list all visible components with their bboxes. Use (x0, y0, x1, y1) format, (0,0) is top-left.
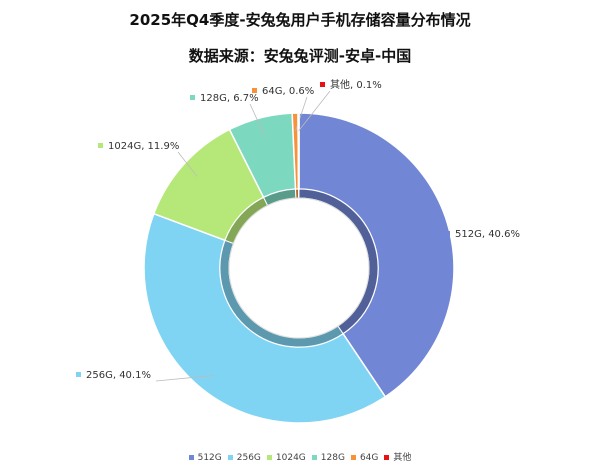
data-label-64G: 64G, 0.6% (262, 86, 314, 97)
chart-subtitle: 数据来源：安兔兔评测-安卓-中国 (188, 47, 412, 65)
data-label-其他: 其他, 0.1% (330, 78, 382, 91)
leader-line-1024G (177, 151, 198, 177)
label-marker-128G (190, 95, 195, 100)
legend-swatch (266, 455, 272, 460)
legend-item-64G: 64G (350, 453, 379, 463)
label-marker-其他 (320, 82, 325, 87)
leader-line-其他 (298, 90, 331, 132)
legend-label: 128G (320, 453, 345, 463)
leader-line-256G (155, 375, 215, 382)
legend-label: 其他 (393, 453, 412, 463)
legend-swatch (384, 455, 390, 460)
legend-label: 512G (197, 453, 222, 463)
legend-item-其他: 其他 (384, 450, 411, 463)
data-label-1024G: 1024G, 11.9% (108, 141, 179, 152)
chart-title: 2025年Q4季度-安兔兔用户手机存储容量分布情况 (129, 11, 471, 29)
data-label-128G: 128G, 6.7% (200, 93, 259, 104)
legend-item-512G: 512G (188, 453, 222, 463)
donut-hole (228, 197, 370, 339)
legend-item-128G: 128G (311, 453, 345, 463)
legend-label: 256G (236, 453, 261, 463)
legend-item-1024G: 1024G (266, 453, 306, 463)
label-marker-64G (252, 88, 257, 93)
legend: 512G 256G 1024G 128G 64G 其他 (0, 450, 600, 463)
label-marker-1024G (98, 143, 103, 148)
legend-label: 1024G (275, 453, 306, 463)
legend-swatch (311, 455, 317, 460)
leader-line-128G (249, 103, 265, 136)
legend-label: 64G (359, 453, 379, 463)
legend-swatch (350, 455, 356, 460)
legend-swatch (188, 455, 194, 460)
data-label-256G: 256G, 40.1% (86, 370, 151, 381)
label-marker-512G (445, 231, 450, 236)
label-marker-256G (76, 372, 81, 377)
data-label-512G: 512G, 40.6% (455, 229, 520, 240)
legend-item-256G: 256G (227, 453, 261, 463)
slice-其他 (297, 112, 300, 190)
legend-swatch (227, 455, 233, 460)
